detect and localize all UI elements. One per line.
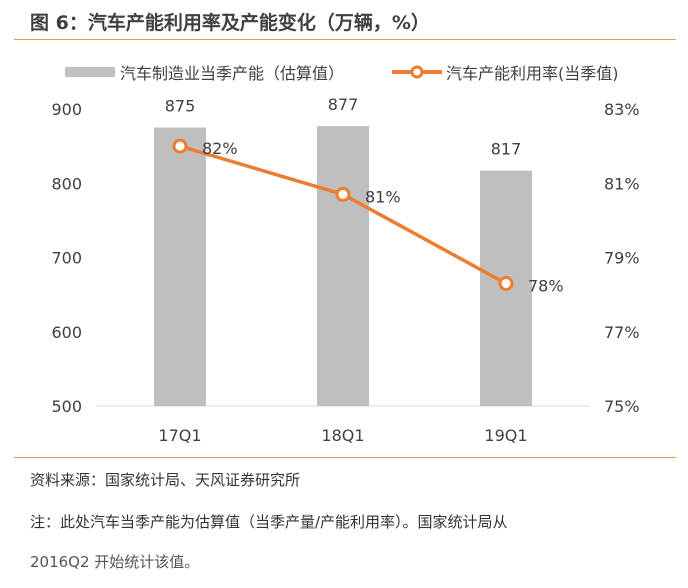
line-point-17Q1 (172, 138, 188, 154)
line-data-label: 82% (202, 139, 238, 158)
figure-title: 图 6：汽车产能利用率及产能变化（万辆，%） (30, 12, 430, 34)
right-tick-label: 79% (604, 249, 640, 268)
left-tick-label: 900 (51, 100, 82, 119)
note-text: 注：此处汽车当季产能为估算值（当季产量/产能利用率）。国家统计局从 (30, 513, 508, 531)
legend-line-label: 汽车产能利用率(当季值) (446, 64, 619, 83)
line-data-label: 81% (365, 187, 401, 206)
line-point-19Q1 (498, 275, 514, 291)
legend-bar-swatch (65, 67, 115, 77)
left-tick-label: 700 (51, 249, 82, 268)
line-point-18Q1 (335, 186, 351, 202)
legend-bar-label: 汽车制造业当季产能（估算值） (120, 64, 344, 83)
source-text: 资料来源：国家统计局、天风证券研究所 (30, 471, 301, 489)
bar-data-label: 875 (165, 97, 196, 116)
bar-17Q1 (154, 127, 206, 406)
bar-data-label: 877 (328, 95, 359, 114)
title-divider (14, 39, 676, 40)
right-tick-label: 75% (604, 397, 640, 416)
left-tick-label: 600 (51, 323, 82, 342)
x-tick-label: 17Q1 (158, 426, 201, 445)
legend-line-marker (410, 65, 424, 79)
right-tick-label: 83% (604, 100, 640, 119)
right-tick-label: 77% (604, 323, 640, 342)
source-divider (14, 457, 676, 458)
x-tick-label: 18Q1 (321, 426, 364, 445)
left-tick-label: 500 (51, 397, 82, 416)
left-tick-label: 800 (51, 174, 82, 193)
bar-data-label: 817 (491, 140, 522, 159)
chart: 汽车制造业当季产能（估算值） 汽车产能利用率(当季值) 500 600 700 800 90… (51, 64, 640, 445)
right-tick-label: 81% (604, 174, 640, 193)
note-text-2: 2016Q2 开始统计该值。 (30, 553, 200, 571)
bar-18Q1 (317, 126, 369, 406)
x-tick-label: 19Q1 (484, 426, 527, 445)
line-data-label: 78% (528, 276, 564, 295)
